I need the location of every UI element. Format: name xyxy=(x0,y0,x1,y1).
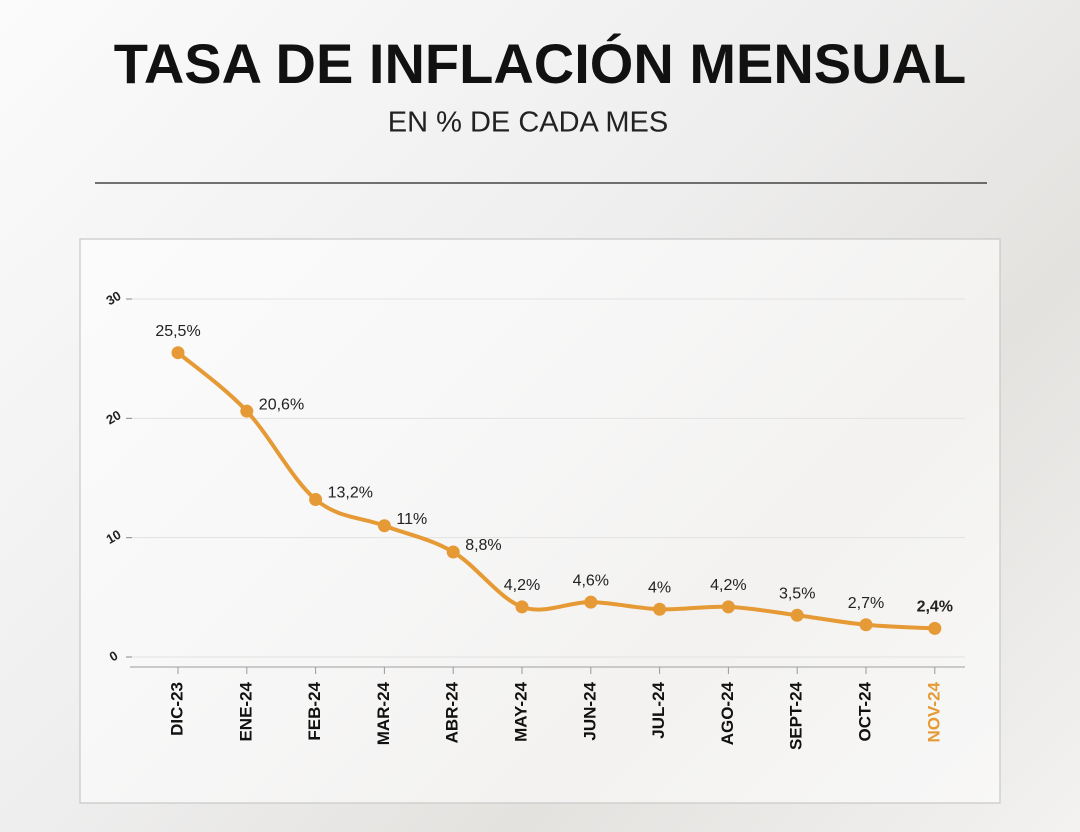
data-point xyxy=(309,492,323,506)
x-tick-label: MAY-24 xyxy=(511,681,530,741)
data-label: 2,7% xyxy=(848,595,884,612)
x-tick-label: NOV-24 xyxy=(924,681,943,742)
x-tick-label: AGO-24 xyxy=(718,681,737,745)
data-point xyxy=(653,602,667,616)
data-label: 4% xyxy=(648,579,671,596)
data-point xyxy=(928,621,942,635)
chart-subtitle: EN % DE CADA MES xyxy=(388,107,668,139)
x-tick-label: SEPT-24 xyxy=(787,681,806,750)
x-tick-label: OCT-24 xyxy=(855,681,874,741)
data-label: 13,2% xyxy=(328,485,373,502)
data-label: 3,5% xyxy=(779,585,815,602)
data-point xyxy=(859,618,873,632)
data-point xyxy=(721,600,735,614)
x-tick-label: ENE-24 xyxy=(236,681,255,741)
y-tick-label: 10 xyxy=(103,527,123,547)
data-point xyxy=(515,600,529,614)
data-label: 11% xyxy=(396,511,427,528)
x-tick-label: JUN-24 xyxy=(580,681,599,740)
chart-title: TASA DE INFLACIÓN MENSUAL xyxy=(114,32,966,95)
data-point xyxy=(240,404,254,418)
data-label: 20,6% xyxy=(259,396,304,413)
data-label: 4,2% xyxy=(504,577,540,594)
x-tick-label: FEB-24 xyxy=(305,681,324,740)
x-tick-label: DIC-23 xyxy=(167,682,186,736)
data-label: 4,2% xyxy=(710,577,746,594)
plot-frame xyxy=(79,238,1001,804)
x-tick-label: ABR-24 xyxy=(443,681,462,743)
data-point xyxy=(446,545,460,559)
x-tick-label: MAR-24 xyxy=(374,681,393,745)
data-label: 8,8% xyxy=(465,537,501,554)
data-point xyxy=(584,595,598,609)
data-point xyxy=(171,346,185,360)
y-tick-label: 20 xyxy=(103,407,123,427)
data-point xyxy=(377,519,391,533)
data-point xyxy=(790,608,804,622)
data-label: 2,4% xyxy=(917,599,953,616)
x-tick-label: JUL-24 xyxy=(649,681,668,738)
data-label: 4,6% xyxy=(573,572,609,589)
y-tick-label: 30 xyxy=(103,288,123,308)
data-label: 25,5% xyxy=(155,323,200,340)
